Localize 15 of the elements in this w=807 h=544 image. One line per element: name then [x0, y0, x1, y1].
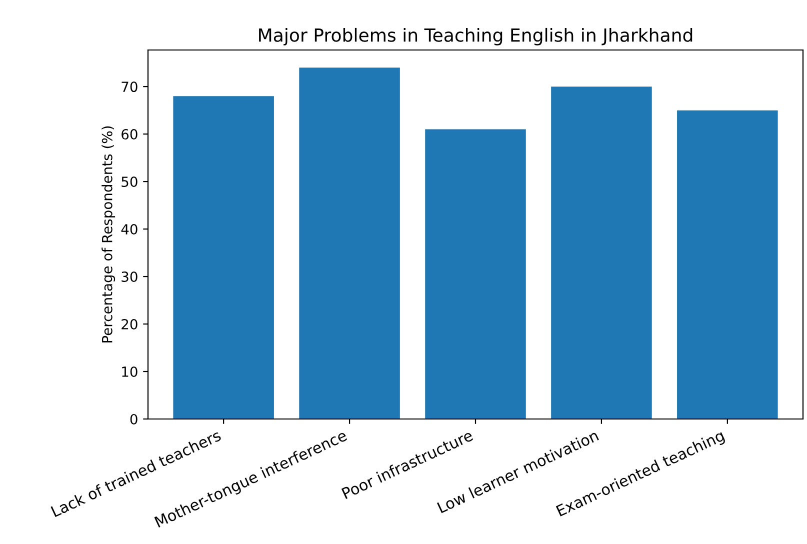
y-tick-label: 60	[122, 129, 138, 140]
y-tick-label: 50	[122, 176, 138, 188]
y-tick-label: 30	[122, 271, 138, 282]
bar	[677, 110, 778, 419]
bar	[551, 86, 652, 419]
y-tick-label: 0	[130, 414, 138, 424]
chart-title: Major Problems in Teaching English in Jharkhand	[259, 28, 692, 46]
y-tick-label: 10	[122, 366, 138, 377]
y-tick-label: 40	[121, 224, 138, 235]
y-axis-title: Percentage of Respondents (%)	[102, 126, 116, 342]
bar	[299, 68, 400, 419]
y-tick-label: 20	[122, 318, 138, 330]
y-tick-label: 70	[122, 82, 138, 92]
bar	[425, 129, 526, 419]
bar	[173, 96, 274, 419]
